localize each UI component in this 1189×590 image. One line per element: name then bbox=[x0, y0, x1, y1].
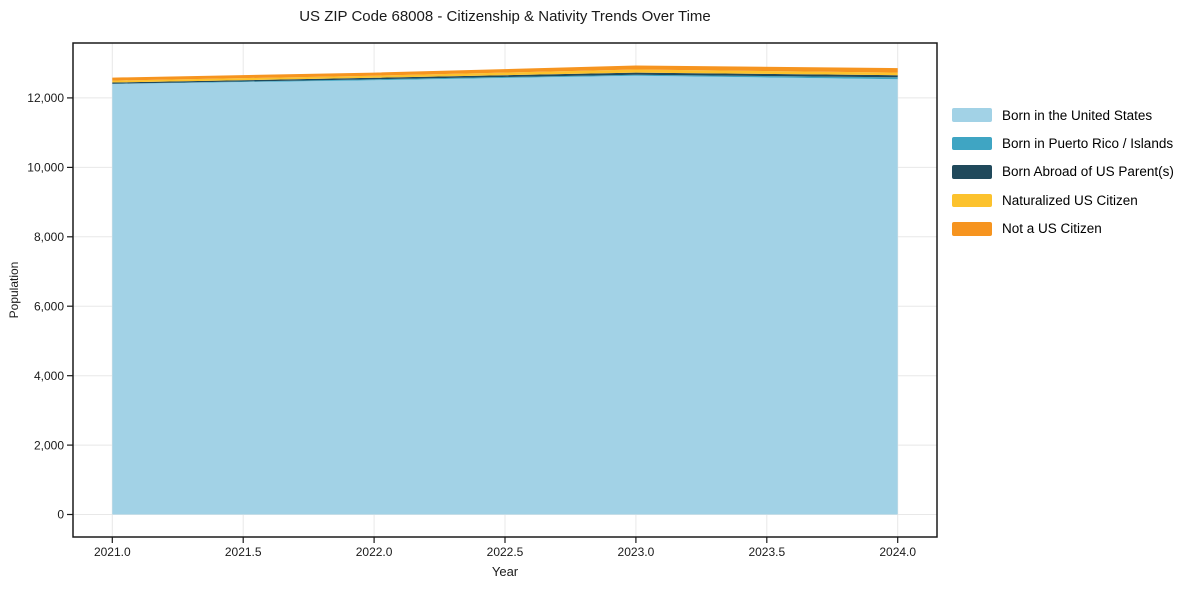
x-tick-label: 2024.0 bbox=[879, 545, 916, 559]
area-series-naturalized-us-citizen bbox=[112, 69, 898, 83]
x-tick-label: 2021.5 bbox=[225, 545, 262, 559]
x-tick-label: 2022.5 bbox=[487, 545, 524, 559]
y-tick-label: 12,000 bbox=[27, 91, 64, 105]
area-series-not-a-us-citizen bbox=[112, 65, 898, 81]
legend-item: Born in Puerto Rico / Islands bbox=[952, 129, 1174, 157]
x-tick-label: 2021.0 bbox=[94, 545, 131, 559]
y-tick-label: 0 bbox=[57, 508, 64, 522]
y-tick-label: 8,000 bbox=[34, 230, 64, 244]
legend-label: Born in the United States bbox=[1002, 107, 1153, 123]
y-tick-label: 10,000 bbox=[27, 161, 64, 175]
chart-title: US ZIP Code 68008 - Citizenship & Nativi… bbox=[299, 8, 711, 25]
y-tick-label: 6,000 bbox=[34, 299, 64, 313]
legend-swatch-icon bbox=[952, 222, 992, 236]
legend-label: Not a US Citizen bbox=[1002, 221, 1102, 237]
y-axis-label: Population bbox=[7, 261, 21, 319]
legend-label: Born Abroad of US Parent(s) bbox=[1002, 164, 1174, 180]
legend-swatch-icon bbox=[952, 193, 992, 208]
legend-swatch-icon bbox=[952, 108, 992, 122]
area-series-born-in-the-united-states bbox=[112, 75, 898, 515]
x-tick-label: 2022.0 bbox=[356, 545, 393, 559]
legend-item: Naturalized US Citizen bbox=[952, 186, 1174, 214]
legend-label: Naturalized US Citizen bbox=[1002, 192, 1138, 208]
x-tick-label: 2023.5 bbox=[748, 545, 785, 559]
legend-label: Born in Puerto Rico / Islands bbox=[1002, 136, 1174, 152]
legend-item: Born in the United States bbox=[952, 101, 1174, 129]
legend-swatch-icon bbox=[952, 165, 992, 179]
legend-item: Not a US Citizen bbox=[952, 215, 1174, 243]
y-tick-label: 2,000 bbox=[34, 438, 64, 452]
x-tick-label: 2023.0 bbox=[618, 545, 655, 559]
legend-swatch-icon bbox=[952, 136, 992, 151]
legend: Born in the United States Born in Puerto … bbox=[952, 101, 1174, 243]
y-tick-label: 4,000 bbox=[34, 369, 64, 383]
x-axis-label: Year bbox=[491, 564, 519, 579]
legend-item: Born Abroad of US Parent(s) bbox=[952, 158, 1174, 186]
